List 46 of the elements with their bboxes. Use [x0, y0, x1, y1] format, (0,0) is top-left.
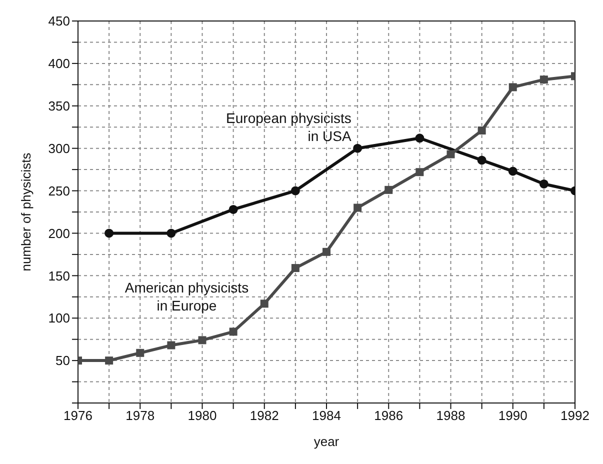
series-label: European physicists in USA	[226, 110, 352, 144]
point	[198, 336, 206, 344]
point	[384, 186, 393, 194]
point	[322, 248, 330, 256]
y-tick-label: 250	[48, 183, 70, 198]
point	[508, 83, 517, 92]
point	[105, 356, 114, 365]
x-tick-label: 1992	[560, 408, 590, 424]
point	[415, 134, 424, 143]
point	[354, 204, 362, 212]
x-tick-label: 1990	[498, 408, 528, 424]
y-tick-label: 100	[48, 310, 70, 326]
point	[446, 150, 455, 158]
x-tick-label: 1988	[436, 408, 466, 424]
point	[353, 144, 362, 153]
y-tick-label: 50	[56, 353, 70, 368]
x-tick-label: 1980	[188, 408, 217, 424]
point	[260, 300, 268, 308]
point	[166, 228, 176, 238]
y-tick-label: 300	[48, 140, 70, 156]
point	[136, 348, 144, 357]
x-tick-label: 1976	[64, 408, 92, 424]
point	[416, 168, 424, 176]
y-tick-label: 400	[48, 56, 70, 72]
y-tick-label: 200	[48, 226, 70, 241]
series-label: American physicists in Europe	[124, 280, 249, 314]
x-tick-label: 1978	[126, 408, 155, 424]
point	[290, 186, 300, 196]
point	[167, 341, 176, 350]
y-tick-label: 150	[48, 268, 70, 284]
x-tick-label: 1982	[250, 408, 279, 424]
point	[228, 204, 238, 214]
y-tick-label: 350	[48, 98, 70, 114]
point	[291, 264, 300, 272]
point	[478, 126, 486, 135]
y-axis-title: number of physicists	[18, 152, 34, 272]
point	[229, 328, 238, 336]
x-tick-label: 1986	[374, 408, 404, 424]
y-tick-label: 450	[48, 14, 70, 29]
point	[539, 179, 548, 188]
point	[477, 156, 486, 165]
point	[104, 228, 114, 238]
x-tick-label: 1984	[312, 408, 341, 424]
x-axis-title: year	[314, 434, 340, 449]
point	[540, 76, 548, 84]
point	[508, 166, 518, 176]
